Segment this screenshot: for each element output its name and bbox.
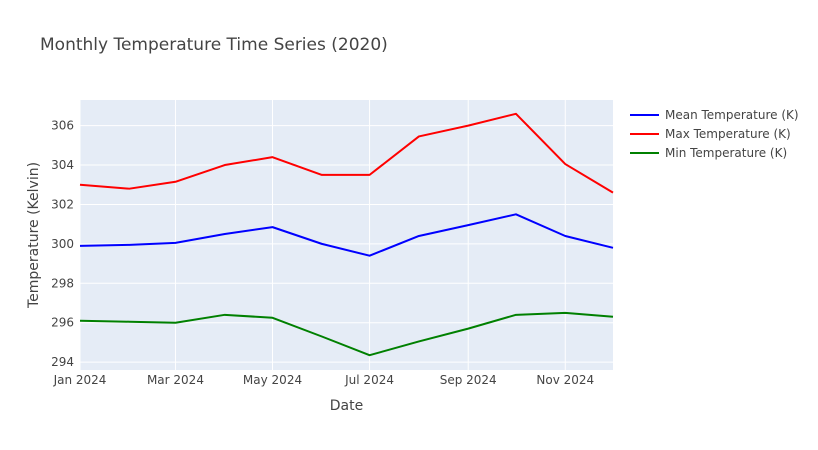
y-tick-label: 302	[51, 197, 74, 211]
chart-title: Monthly Temperature Time Series (2020)	[40, 35, 388, 55]
legend-label: Mean Temperature (K)	[665, 108, 799, 122]
plot-background	[80, 100, 613, 370]
series-line-1	[79, 213, 614, 257]
x-axis-title: Date	[330, 398, 363, 414]
x-tick-label: Nov 2024	[536, 373, 594, 387]
y-tick-label: 298	[51, 276, 74, 290]
series-layer	[79, 112, 614, 357]
x-tick-label: Jul 2024	[344, 373, 394, 387]
x-tick-label: May 2024	[243, 373, 302, 387]
y-axis-ticks: 294 296 298 300 302 304 306	[51, 119, 74, 369]
series-line-3	[79, 311, 614, 357]
y-tick-label: 296	[51, 316, 74, 330]
y-tick-label: 304	[51, 158, 74, 172]
legend-label: Max Temperature (K)	[665, 127, 791, 141]
y-axis-title: Temperature (Kelvin)	[26, 162, 42, 309]
y-tick-label: 294	[51, 355, 74, 369]
legend-label: Min Temperature (K)	[665, 146, 787, 160]
x-tick-label: Jan 2024	[53, 373, 107, 387]
legend: Mean Temperature (K) Max Temperature (K) M…	[630, 108, 799, 160]
series-line-2	[79, 112, 614, 194]
x-axis-ticks: Jan 2024 Mar 2024 May 2024 Jul 2024 Sep 2024…	[53, 373, 595, 387]
y-tick-label: 300	[51, 237, 74, 251]
x-tick-label: Sep 2024	[440, 373, 497, 387]
x-tick-label: Mar 2024	[147, 373, 204, 387]
y-tick-label: 306	[51, 119, 74, 133]
